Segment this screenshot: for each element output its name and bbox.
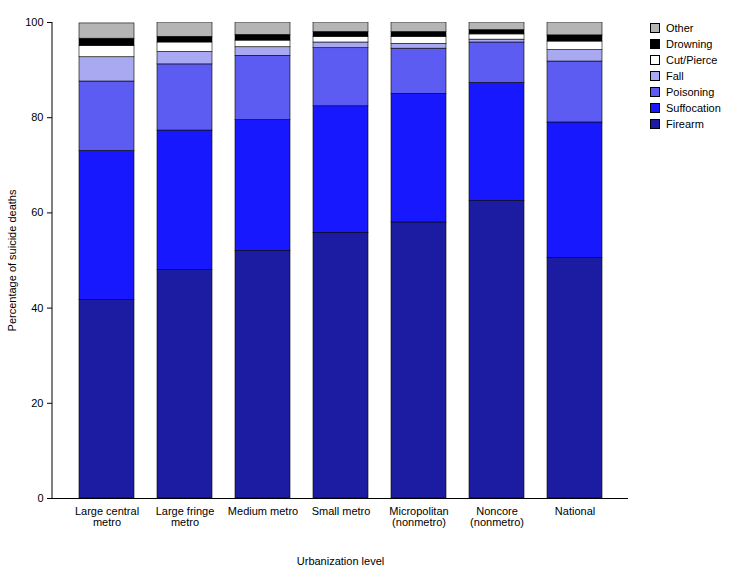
html-text:Cut/Pierce: Cut/Pierce	[666, 54, 718, 66]
html-text:Other: Other	[666, 22, 694, 34]
html-text:Firearm: Firearm	[666, 118, 704, 130]
svg-text:Percentage of suicide deaths: Percentage of suicide deaths	[6, 189, 18, 331]
svg-text:100: 100	[25, 16, 43, 28]
svg-text:80: 80	[31, 111, 43, 123]
svg-text:Large fringemetro: Large fringemetro	[156, 505, 215, 528]
svg-text:Urbanization level: Urbanization level	[297, 555, 384, 567]
svg-text:National: National	[555, 505, 595, 517]
svg-text:Small metro: Small metro	[312, 505, 371, 517]
svg-text:Noncore(nonmetro): Noncore(nonmetro)	[470, 505, 524, 528]
html-text:Poisoning: Poisoning	[666, 86, 715, 98]
svg-text:Micropolitan(nonmetro): Micropolitan(nonmetro)	[389, 505, 448, 528]
svg-text:0: 0	[37, 492, 43, 504]
html-text:Fall: Fall	[666, 70, 684, 82]
svg-text:60: 60	[31, 206, 43, 218]
svg-text:Medium metro: Medium metro	[228, 505, 298, 517]
html-text:Suffocation: Suffocation	[666, 102, 721, 114]
svg-text:20: 20	[31, 397, 43, 409]
svg-text:40: 40	[31, 302, 43, 314]
svg-text:Large centralmetro: Large centralmetro	[75, 505, 139, 528]
html-text:Drowning: Drowning	[666, 38, 713, 50]
